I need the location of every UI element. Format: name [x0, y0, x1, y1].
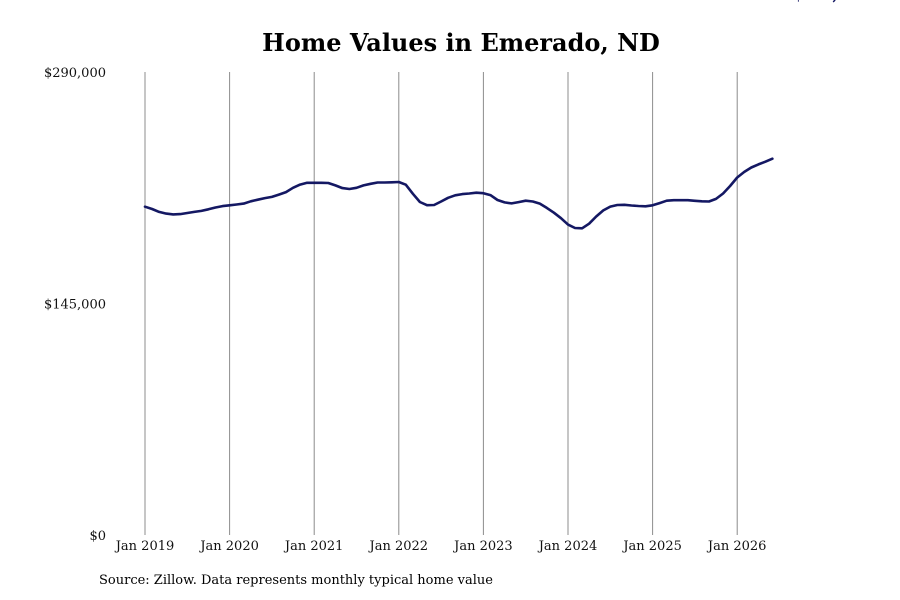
x-axis-labels: Jan 2019 Jan 2020 Jan 2021 Jan 2022 Jan 2023… [114, 539, 767, 554]
annotations: $235,674 [794, 0, 867, 4]
y-tick-label: $0 [89, 529, 106, 544]
x-tick-label: Jan 2022 [368, 539, 429, 554]
x-tick-label: Jan 2021 [283, 539, 344, 554]
x-tick-label: Jan 2023 [452, 539, 513, 554]
y-tick-label: $145,000 [44, 298, 106, 313]
y-axis-labels: $0 $145,000 $290,000 [44, 66, 106, 544]
x-tick-label: Jan 2025 [621, 539, 682, 554]
series-layer [143, 157, 774, 230]
x-tick-label: Jan 2026 [706, 539, 767, 554]
x-tick-label: Jan 2019 [114, 539, 175, 554]
end-value-label: $235,674 [794, 0, 867, 4]
chart-title: Home Values in Emerado, ND [262, 28, 660, 57]
grid-lines [144, 72, 738, 535]
y-tick-label: $290,000 [44, 66, 106, 81]
source-note: Source: Zillow. Data represents monthly … [99, 573, 493, 588]
series-line [143, 157, 774, 230]
x-tick-label: Jan 2024 [537, 539, 598, 554]
x-tick-label: Jan 2020 [198, 539, 259, 554]
